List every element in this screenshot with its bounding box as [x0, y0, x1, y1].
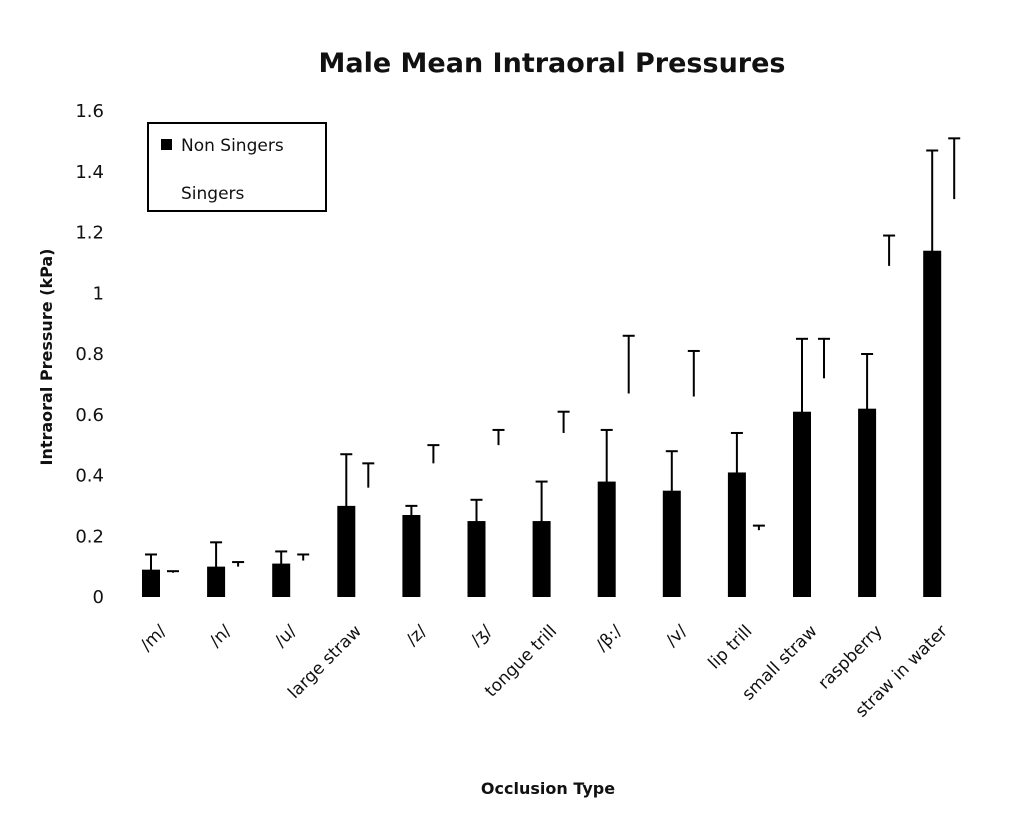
- y-axis-label: Intraoral Pressure (kPa): [37, 249, 56, 466]
- bar-non-singers: [207, 566, 226, 597]
- y-tick-label: 0.6: [75, 405, 104, 426]
- x-axis-categories: /m//n//u/large straw/z//ʒ/tongue trill/β…: [137, 621, 952, 721]
- x-tick-label: /ʒ/: [467, 621, 496, 650]
- bar-singers: [424, 463, 443, 597]
- bars: [142, 199, 964, 597]
- bar-singers: [815, 378, 833, 597]
- bar-singers: [359, 487, 378, 597]
- y-tick-label: 0.2: [75, 526, 104, 547]
- x-tick-label: /u/: [271, 621, 301, 651]
- y-tick-label: 0.8: [75, 344, 104, 365]
- y-tick-label: 1.2: [75, 223, 104, 244]
- y-tick-label: 1.4: [75, 162, 104, 183]
- bar-singers: [164, 572, 182, 597]
- bar-non-singers: [793, 411, 811, 597]
- bar-non-singers: [597, 481, 616, 597]
- bar-singers: [945, 199, 964, 597]
- legend-label-non-singers: Non Singers: [181, 136, 284, 156]
- bar-non-singers: [272, 563, 291, 597]
- y-axis-ticks: 0 0.2 0.4 0.6 0.8 1 1.2 1.4 1.6: [75, 101, 104, 608]
- bar-singers: [294, 560, 313, 597]
- bar-non-singers: [858, 408, 877, 597]
- x-tick-label: /n/: [206, 621, 236, 651]
- x-tick-label: /m/: [137, 621, 171, 655]
- bar-singers: [880, 265, 899, 597]
- bar-non-singers: [532, 521, 551, 597]
- bar-non-singers: [467, 521, 486, 597]
- x-tick-label: lip trill: [704, 621, 756, 673]
- x-tick-label: /z/: [402, 621, 431, 650]
- bar-non-singers: [727, 472, 746, 597]
- bar-singers: [229, 566, 248, 597]
- x-tick-label: /β:/: [592, 621, 626, 655]
- bar-singers: [749, 530, 768, 597]
- y-tick-label: 0: [93, 587, 104, 608]
- bar-non-singers: [337, 505, 356, 597]
- legend: Non Singers Singers: [147, 122, 327, 212]
- bar-non-singers: [402, 514, 421, 597]
- bar-non-singers: [662, 490, 681, 597]
- y-tick-label: 0.4: [75, 466, 104, 487]
- y-tick-label: 1.6: [75, 101, 104, 122]
- chart-title: Male Mean Intraoral Pressures: [318, 48, 785, 79]
- x-axis-label: Occlusion Type: [481, 779, 615, 798]
- x-tick-label: /v/: [662, 621, 692, 651]
- legend-label-singers: Singers: [181, 184, 245, 204]
- y-tick-label: 1: [93, 283, 104, 304]
- bar-non-singers: [923, 250, 942, 597]
- bar-non-singers: [142, 569, 160, 597]
- bar-singers: [489, 445, 508, 597]
- bar-singers: [619, 393, 638, 597]
- bar-singers: [554, 432, 573, 597]
- legend-swatch-non-singers: [161, 139, 172, 150]
- bar-singers: [684, 396, 703, 597]
- legend-box: [147, 122, 327, 212]
